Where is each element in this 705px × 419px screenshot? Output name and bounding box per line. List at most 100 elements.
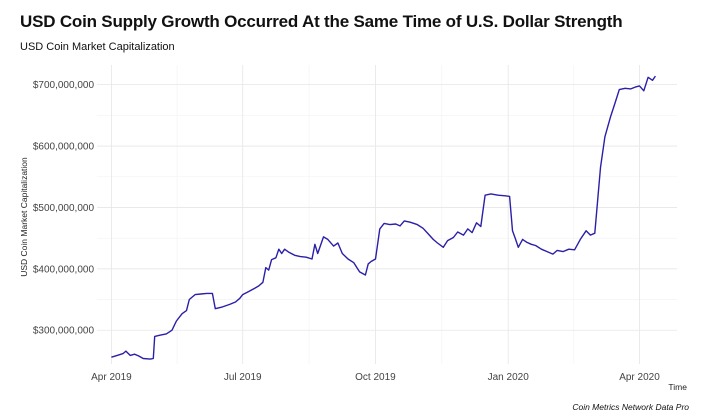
data-point <box>504 195 506 197</box>
data-point <box>490 193 492 195</box>
data-point <box>530 243 532 245</box>
data-point <box>452 236 454 238</box>
data-point <box>526 241 528 243</box>
data-point <box>322 236 324 238</box>
series-line-usdc-market-cap <box>111 75 656 360</box>
data-point <box>432 238 434 240</box>
y-axis-title: USD Coin Market Capitalization <box>19 157 29 277</box>
data-point <box>654 75 656 77</box>
y-tick-label: $400,000,000 <box>33 264 95 275</box>
data-point <box>125 350 127 352</box>
data-point <box>239 297 241 299</box>
x-tick-label: Apr 2019 <box>91 372 132 383</box>
data-point <box>497 194 499 196</box>
data-point <box>624 87 626 89</box>
data-point <box>247 290 249 292</box>
data-point <box>428 233 430 235</box>
data-point <box>122 352 124 354</box>
data-point <box>573 249 575 251</box>
data-point <box>314 243 316 245</box>
data-point <box>480 225 482 227</box>
data-point <box>268 269 270 271</box>
data-point <box>152 357 154 359</box>
data-point <box>370 260 372 262</box>
data-point <box>159 334 161 336</box>
data-point <box>647 76 649 78</box>
data-point <box>521 238 523 240</box>
data-point <box>638 85 640 87</box>
data-point <box>367 263 369 265</box>
data-point <box>294 254 296 256</box>
chart-title: USD Coin Supply Growth Occurred At the S… <box>20 12 623 31</box>
data-point <box>589 234 591 236</box>
y-tick-label: $500,000,000 <box>33 203 95 214</box>
data-point <box>165 333 167 335</box>
data-point <box>467 228 469 230</box>
data-point <box>265 266 267 268</box>
data-point <box>214 308 216 310</box>
data-point <box>116 354 118 356</box>
data-point <box>171 329 173 331</box>
data-point <box>358 271 360 273</box>
data-point <box>206 292 208 294</box>
data-point <box>604 136 606 138</box>
data-point <box>471 231 473 233</box>
data-point <box>234 301 236 303</box>
x-axis-tick-labels: Apr 2019 Jul 2019 Oct 2019 Jan 2020 Apr 2020 <box>91 372 660 383</box>
data-point <box>534 244 536 246</box>
data-point <box>275 257 277 259</box>
data-point <box>133 353 135 355</box>
y-axis-tick-labels: $300,000,000 $400,000,000 $500,000,000 $600… <box>33 80 95 337</box>
data-point <box>181 313 183 315</box>
data-point <box>643 90 645 92</box>
data-point <box>221 306 223 308</box>
data-point <box>630 88 632 90</box>
data-point <box>614 102 616 104</box>
x-tick-label: Oct 2019 <box>355 372 396 383</box>
grid <box>97 65 677 364</box>
x-tick-label: Apr 2020 <box>619 372 660 383</box>
data-point <box>562 250 564 252</box>
chart-subtitle: USD Coin Market Capitalization <box>20 41 175 53</box>
data-point <box>374 258 376 260</box>
data-point <box>395 223 397 225</box>
data-point <box>364 274 366 276</box>
data-point <box>422 227 424 229</box>
x-tick-label: Jan 2020 <box>488 372 530 383</box>
data-point <box>514 238 516 240</box>
data-point <box>609 115 611 117</box>
data-point <box>194 293 196 295</box>
data-point <box>188 298 190 300</box>
data-point <box>270 258 272 260</box>
data-point <box>327 238 329 240</box>
data-point <box>317 252 319 254</box>
data-points <box>110 75 656 360</box>
data-point <box>552 253 554 255</box>
data-point <box>262 281 264 283</box>
data-point <box>579 238 581 240</box>
data-point <box>618 88 620 90</box>
data-point <box>347 258 349 260</box>
x-tick-label: Jul 2019 <box>224 372 262 383</box>
data-point <box>484 194 486 196</box>
data-point <box>138 355 140 357</box>
data-point <box>288 251 290 253</box>
data-point <box>383 222 385 224</box>
y-tick-label: $600,000,000 <box>33 142 95 153</box>
data-point <box>129 354 131 356</box>
chart-caption: Coin Metrics Network Data Pro <box>572 402 689 412</box>
data-point <box>353 262 355 264</box>
data-point <box>299 255 301 257</box>
data-point <box>200 293 202 295</box>
data-point <box>442 246 444 248</box>
data-point <box>462 234 464 236</box>
data-point <box>511 230 513 232</box>
data-point <box>475 222 477 224</box>
data-point <box>283 248 285 250</box>
data-point <box>379 228 381 230</box>
y-tick-label: $300,000,000 <box>33 326 95 337</box>
data-point <box>446 239 448 241</box>
y-tick-label: $700,000,000 <box>33 80 95 91</box>
data-point <box>341 252 343 254</box>
data-point <box>211 292 213 294</box>
